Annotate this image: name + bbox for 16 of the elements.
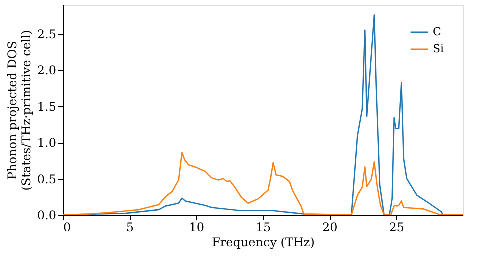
legend-label: C xyxy=(433,26,442,38)
y-axis-title: Phonon projected DOS (States/THz·primitive cell) xyxy=(5,30,34,191)
x-tick-label: 5 xyxy=(126,220,134,234)
x-tick-label: 0 xyxy=(64,220,72,234)
y-tick-label: 0.5 xyxy=(37,172,56,186)
x-axis-title: Frequency (THz) xyxy=(212,236,315,250)
x-tick-label: 10 xyxy=(189,220,204,234)
x-tick-label: 20 xyxy=(322,220,338,234)
legend-label: Si xyxy=(433,42,445,56)
y-tick-label: 1.5 xyxy=(37,100,56,114)
y-tick-label: 2.5 xyxy=(37,27,56,42)
x-tick-label: 25 xyxy=(389,220,404,234)
y-tick-label: 0.0 xyxy=(37,208,56,222)
y-tick-label: 2.0 xyxy=(37,64,56,78)
y-tick-label: 1.0 xyxy=(37,136,56,150)
x-tick-label: 15 xyxy=(256,220,272,234)
